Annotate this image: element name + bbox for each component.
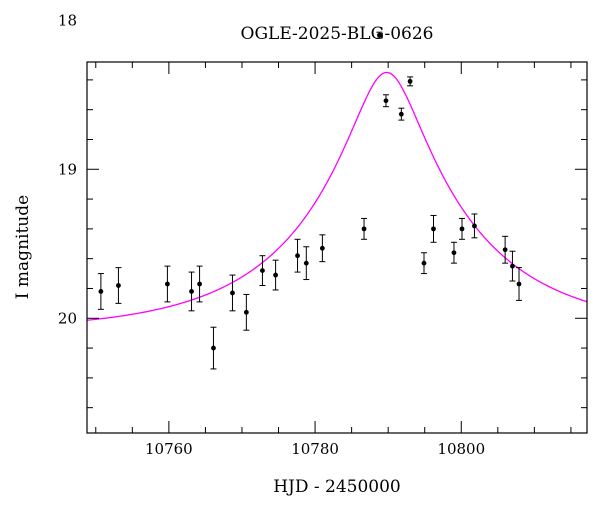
data-point bbox=[116, 283, 121, 288]
data-point bbox=[451, 250, 457, 256]
data-point bbox=[398, 111, 404, 117]
data-point bbox=[303, 260, 309, 266]
y-tick-label: 18 bbox=[58, 11, 77, 29]
data-point bbox=[431, 226, 436, 232]
data-point bbox=[197, 281, 202, 287]
data-point bbox=[376, 32, 382, 38]
y-tick-label: 20 bbox=[58, 309, 77, 327]
x-tick-label: 10760 bbox=[145, 440, 193, 458]
plot-area: 10760 10780 10800 18 19 20 bbox=[58, 11, 588, 458]
data-point bbox=[211, 345, 216, 351]
y-tick-label: 19 bbox=[58, 160, 77, 178]
plot-frame bbox=[86, 61, 588, 434]
data-point bbox=[230, 290, 235, 296]
x-tick-label: 10800 bbox=[437, 440, 485, 458]
data-point bbox=[472, 223, 477, 229]
data-point bbox=[165, 281, 170, 287]
data-point bbox=[421, 260, 427, 266]
data-point bbox=[260, 268, 265, 273]
data-point bbox=[510, 263, 515, 269]
data-point bbox=[383, 98, 389, 104]
data-point bbox=[407, 78, 413, 84]
x-axis-label: HJD - 2450000 bbox=[273, 477, 401, 497]
data-point bbox=[502, 247, 508, 253]
data-point bbox=[243, 309, 249, 315]
y-axis-label: I magnitude bbox=[13, 195, 33, 299]
data-point bbox=[295, 253, 300, 259]
chart-title: OGLE-2025-BLG-0626 bbox=[241, 24, 434, 44]
data-point bbox=[361, 226, 367, 232]
data-point bbox=[98, 289, 104, 294]
data-point bbox=[189, 289, 194, 294]
model-curve bbox=[86, 71, 588, 321]
data-point bbox=[319, 245, 325, 251]
data-point bbox=[516, 281, 522, 287]
x-tick-label: 10780 bbox=[291, 440, 339, 458]
data-point bbox=[273, 272, 278, 278]
data-point bbox=[459, 226, 465, 232]
